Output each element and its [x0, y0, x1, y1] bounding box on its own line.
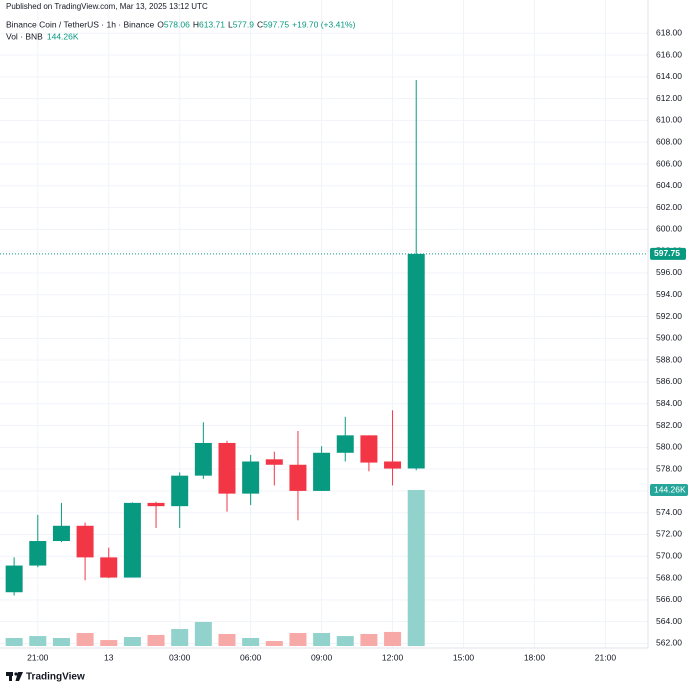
- x-tick-label: 09:00: [311, 652, 333, 662]
- volume-bar: [123, 637, 141, 646]
- y-tick-label: 578.00: [656, 463, 682, 473]
- y-tick-label: 614.00: [656, 71, 682, 81]
- candle-body: [336, 435, 354, 453]
- candle-body: [52, 525, 70, 542]
- candle-body: [407, 253, 425, 469]
- candle-body: [265, 459, 283, 465]
- y-tick-label: 594.00: [656, 289, 682, 299]
- volume-bar: [384, 631, 402, 646]
- y-tick-label: 586.00: [656, 376, 682, 386]
- y-tick-label: 590.00: [656, 333, 682, 343]
- y-tick-label: 572.00: [656, 529, 682, 539]
- legend-value: 613.71: [199, 19, 225, 29]
- x-tick-label: 13: [104, 652, 114, 662]
- legend-key: H: [193, 19, 199, 29]
- volume-bar: [147, 634, 165, 646]
- y-tick-label: 600.00: [656, 224, 682, 234]
- candle-body: [218, 442, 236, 494]
- volume-bar: [242, 637, 260, 646]
- y-tick-label: 596.00: [656, 267, 682, 277]
- x-tick-label: 18:00: [524, 652, 546, 662]
- y-tick-label: 616.00: [656, 49, 682, 59]
- candle-body: [5, 565, 23, 593]
- plot: [0, 80, 648, 646]
- y-tick-label: 618.00: [656, 28, 682, 38]
- candle-body: [289, 464, 307, 491]
- y-tick-label: 574.00: [656, 507, 682, 517]
- candle-body: [194, 442, 212, 476]
- volume-bar: [52, 637, 70, 646]
- y-tick-label: 610.00: [656, 115, 682, 125]
- candle-body: [29, 541, 47, 566]
- x-tick-label: 03:00: [169, 652, 191, 662]
- legend-key: O: [157, 19, 164, 29]
- last-price-tag: [650, 247, 686, 260]
- volume-bar: [194, 621, 212, 646]
- brand: TradingView: [26, 672, 85, 683]
- candle-body: [123, 502, 141, 578]
- volume-bar: [336, 636, 354, 646]
- y-tick-label: 612.00: [656, 93, 682, 103]
- volume-bar: [171, 629, 189, 646]
- x-tick-label: 15:00: [453, 652, 475, 662]
- volume-bar: [289, 633, 307, 646]
- y-tick-label: 582.00: [656, 420, 682, 430]
- y-tick-label: 570.00: [656, 551, 682, 561]
- legend-key: L: [228, 19, 233, 29]
- candle-body: [76, 525, 94, 558]
- y-tick-label: 562.00: [656, 638, 682, 648]
- grid: [0, 0, 648, 648]
- candle-body: [171, 475, 189, 507]
- legend-value: 577.9: [233, 19, 255, 29]
- brand-logo: [6, 672, 23, 681]
- y-tick-label: 608.00: [656, 136, 682, 146]
- candle-body: [147, 502, 165, 507]
- legend-value: 597.75: [263, 19, 289, 29]
- legend-change: +19.70 (+3.41%): [292, 19, 355, 29]
- volume-title: Vol · BNB: [6, 31, 43, 41]
- published: Published on TradingView.com, Mar 13, 20…: [6, 2, 208, 11]
- last-volume-tag: [650, 484, 688, 496]
- y-tick-label: 584.00: [656, 398, 682, 408]
- volume-bar: [76, 633, 94, 646]
- last-price-label: 597.75: [654, 248, 680, 258]
- volume-value: 144.26K: [47, 31, 79, 41]
- volume-bar: [360, 633, 378, 646]
- x-tick-label: 12:00: [382, 652, 404, 662]
- candle-body: [313, 452, 331, 491]
- legend: Binance Coin / TetherUS · 1h · Binance O 5…: [6, 19, 356, 41]
- y-tick-label: 566.00: [656, 594, 682, 604]
- volume-bar: [29, 636, 47, 646]
- volume-bar: [407, 490, 425, 646]
- volume-bar: [100, 640, 118, 646]
- y-tick-label: 568.00: [656, 572, 682, 582]
- candle-body: [384, 461, 402, 469]
- legend-key: C: [257, 19, 263, 29]
- candle-body: [100, 557, 118, 578]
- candle-body: [360, 435, 378, 463]
- volume-bar: [218, 633, 236, 646]
- volume-bar: [265, 641, 283, 646]
- x-tick-label: 21:00: [27, 652, 49, 662]
- candle-body: [242, 461, 260, 494]
- legend-value: 578.06: [164, 19, 190, 29]
- y-tick-label: 602.00: [656, 202, 682, 212]
- volume-bar: [313, 633, 331, 646]
- x-tick-label: 21:00: [595, 652, 617, 662]
- y-tick-label: 604.00: [656, 180, 682, 190]
- y-tick-label: 606.00: [656, 158, 682, 168]
- symbol-title: Binance Coin / TetherUS · 1h · Binance: [6, 19, 154, 29]
- y-tick-label: 580.00: [656, 442, 682, 452]
- last-volume-label: 144.26K: [654, 484, 686, 494]
- x-tick-label: 06:00: [240, 652, 262, 662]
- y-tick-label: 564.00: [656, 616, 682, 626]
- y-tick-label: 592.00: [656, 311, 682, 321]
- volume-bar: [5, 637, 23, 646]
- y-tick-label: 588.00: [656, 354, 682, 364]
